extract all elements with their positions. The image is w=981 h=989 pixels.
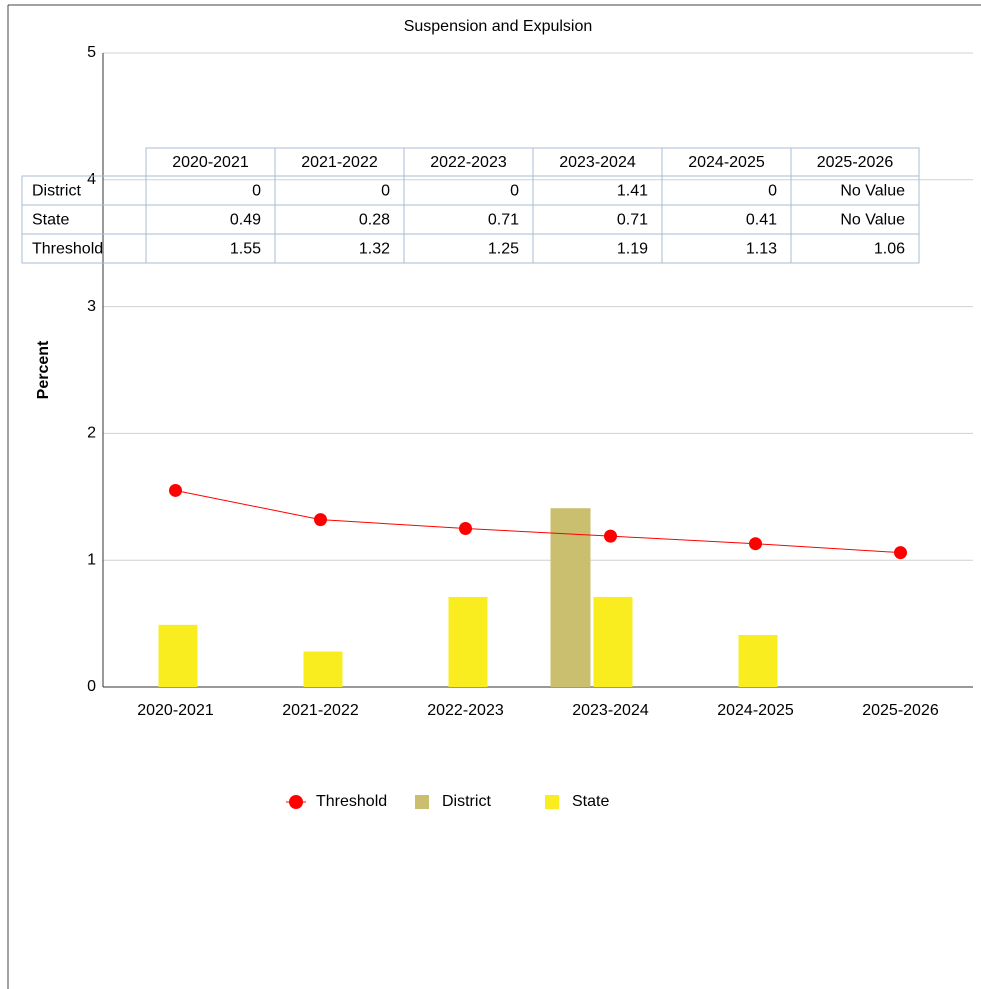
table-header: 2023-2024 xyxy=(559,154,636,171)
x-tick-label: 2020-2021 xyxy=(137,702,214,719)
legend-marker xyxy=(289,795,303,809)
table-header: 2020-2021 xyxy=(172,154,249,171)
table-value: 1.41 xyxy=(617,183,648,200)
table-value: 1.55 xyxy=(230,241,261,258)
bar xyxy=(448,596,488,687)
bar xyxy=(550,508,591,687)
legend-swatch xyxy=(545,795,559,809)
table-value: 1.25 xyxy=(488,241,519,258)
x-tick-label: 2022-2023 xyxy=(427,702,504,719)
y-tick-label: 1 xyxy=(87,551,96,568)
bar xyxy=(303,651,343,687)
table-value: 1.06 xyxy=(874,241,905,258)
legend-swatch xyxy=(415,795,429,809)
table-cell xyxy=(790,233,920,264)
table-value: 0.71 xyxy=(617,212,648,229)
table-value: 0.28 xyxy=(359,212,390,229)
table-header: 2022-2023 xyxy=(430,154,507,171)
table-row-label: State xyxy=(32,212,69,229)
x-tick-label: 2021-2022 xyxy=(282,702,359,719)
y-tick-label: 0 xyxy=(87,678,96,695)
y-tick-label: 4 xyxy=(87,171,96,188)
bar xyxy=(738,635,778,687)
table-value: 0 xyxy=(768,183,777,200)
chart-title: Suspension and Expulsion xyxy=(404,18,593,35)
threshold-point xyxy=(314,513,327,527)
table-value: 0 xyxy=(510,183,519,200)
table-row-label: District xyxy=(32,183,81,200)
threshold-point xyxy=(169,483,182,497)
threshold-line xyxy=(175,489,901,554)
threshold-point xyxy=(749,537,762,551)
legend-label: District xyxy=(442,793,491,810)
bar xyxy=(593,596,633,687)
table-value: No Value xyxy=(840,183,905,200)
table-value: 0 xyxy=(252,183,261,200)
table-header: 2024-2025 xyxy=(688,154,765,171)
table-value: 0.49 xyxy=(230,212,261,229)
y-tick-label: 2 xyxy=(87,425,96,442)
bar xyxy=(158,624,198,687)
x-tick-label: 2025-2026 xyxy=(862,702,939,719)
table-value: 0.71 xyxy=(488,212,519,229)
table-value: 0 xyxy=(381,183,390,200)
y-axis-label: Percent xyxy=(35,340,52,399)
legend-label: Threshold xyxy=(316,793,387,810)
table-value: 0.41 xyxy=(746,212,777,229)
x-tick-label: 2024-2025 xyxy=(717,702,794,719)
threshold-point xyxy=(894,546,907,560)
x-tick-label: 2023-2024 xyxy=(572,702,649,719)
y-tick-label: 3 xyxy=(87,298,96,315)
table-row-label: Threshold xyxy=(32,241,103,258)
threshold-point xyxy=(459,522,472,535)
table-value: 1.32 xyxy=(359,241,390,258)
table-value: 1.19 xyxy=(617,241,648,258)
threshold-point xyxy=(604,529,617,543)
table-header: 2025-2026 xyxy=(817,154,894,171)
y-tick-label: 5 xyxy=(87,44,96,61)
table-header: 2021-2022 xyxy=(301,154,378,171)
table-value: 1.13 xyxy=(746,241,777,258)
legend-label: State xyxy=(572,793,609,810)
table-value: No Value xyxy=(840,212,905,229)
